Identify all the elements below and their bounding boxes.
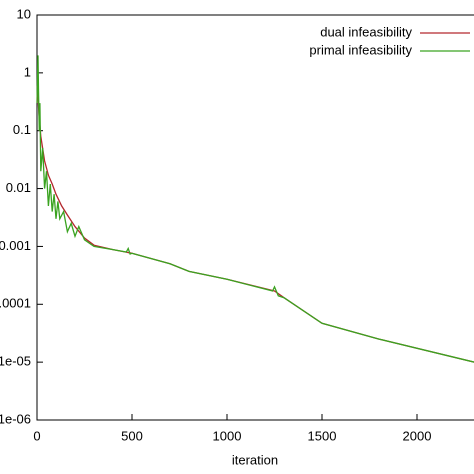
series-line (36, 55, 474, 363)
y-tick-label: 0.0001 (0, 296, 31, 311)
x-axis-label: iteration (232, 452, 278, 467)
y-tick-label: 10 (17, 6, 31, 21)
x-tick-label: 1000 (213, 428, 242, 443)
y-tick-label: 0.01 (6, 180, 31, 195)
y-tick-label: 0.001 (0, 238, 31, 253)
legend-label: primal infeasibility (309, 42, 412, 57)
y-tick-label: 1e-06 (0, 411, 31, 426)
x-tick-label: 500 (121, 428, 143, 443)
y-tick-label: 1e-05 (0, 354, 31, 369)
series-line (36, 85, 474, 363)
x-tick-label: 1500 (308, 428, 337, 443)
y-tick-label: 0.1 (13, 122, 31, 137)
x-tick-label: 2000 (403, 428, 432, 443)
y-tick-label: 1 (24, 64, 31, 79)
legend-label: dual infeasibility (320, 24, 412, 39)
frame (36, 14, 474, 421)
x-tick-label: 0 (33, 428, 40, 443)
